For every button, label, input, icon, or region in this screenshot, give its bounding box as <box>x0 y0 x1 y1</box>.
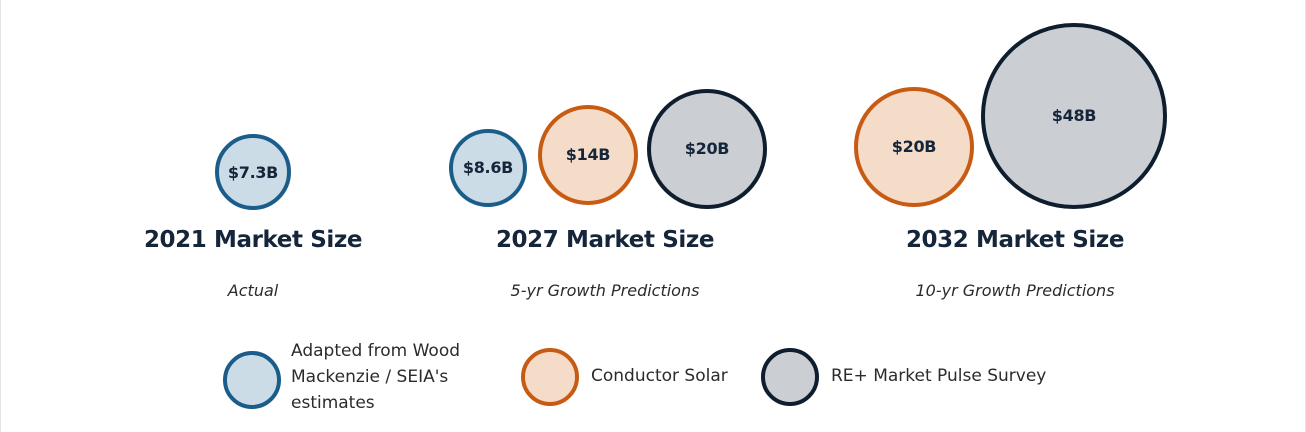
legend-label-wood: Adapted from Wood Mackenzie / SEIA's est… <box>291 341 461 413</box>
bubble-2027-wood: $8.6B <box>448 128 528 208</box>
group-title-2027: 2027 Market Size <box>495 227 715 253</box>
bubble-value-label: $14B <box>565 145 611 165</box>
legend-label-conductor: Conductor Solar <box>591 366 728 386</box>
bubble-2021-wood: $7.3B <box>215 134 291 210</box>
bubble-value-label: $48B <box>1051 106 1097 126</box>
bubble-value-label: $20B <box>891 137 937 157</box>
group-subtitle-2032: 10-yr Growth Predictions <box>915 281 1115 300</box>
bubble-2027-conductor: $14B <box>537 104 639 206</box>
bubble-2032-conductor: $20B <box>854 87 974 207</box>
bubble-value-label: $8.6B <box>462 158 514 178</box>
legend-swatch-wood <box>223 351 281 409</box>
group-subtitle-2027: 5-yr Growth Predictions <box>510 281 700 300</box>
legend-label-re: RE+ Market Pulse Survey <box>831 366 1047 386</box>
bubble-2027-re: $20B <box>647 89 767 209</box>
bubble-value-label: $7.3B <box>227 162 279 182</box>
bubble-value-label: $20B <box>684 139 730 159</box>
bubble-2032-re: $48B <box>981 23 1167 209</box>
legend-swatch-conductor <box>521 348 579 406</box>
group-title-2021: 2021 Market Size <box>143 227 363 253</box>
legend-swatch-re <box>761 348 819 406</box>
group-title-2032: 2032 Market Size <box>905 227 1125 253</box>
group-subtitle-2021: Actual <box>227 281 279 300</box>
